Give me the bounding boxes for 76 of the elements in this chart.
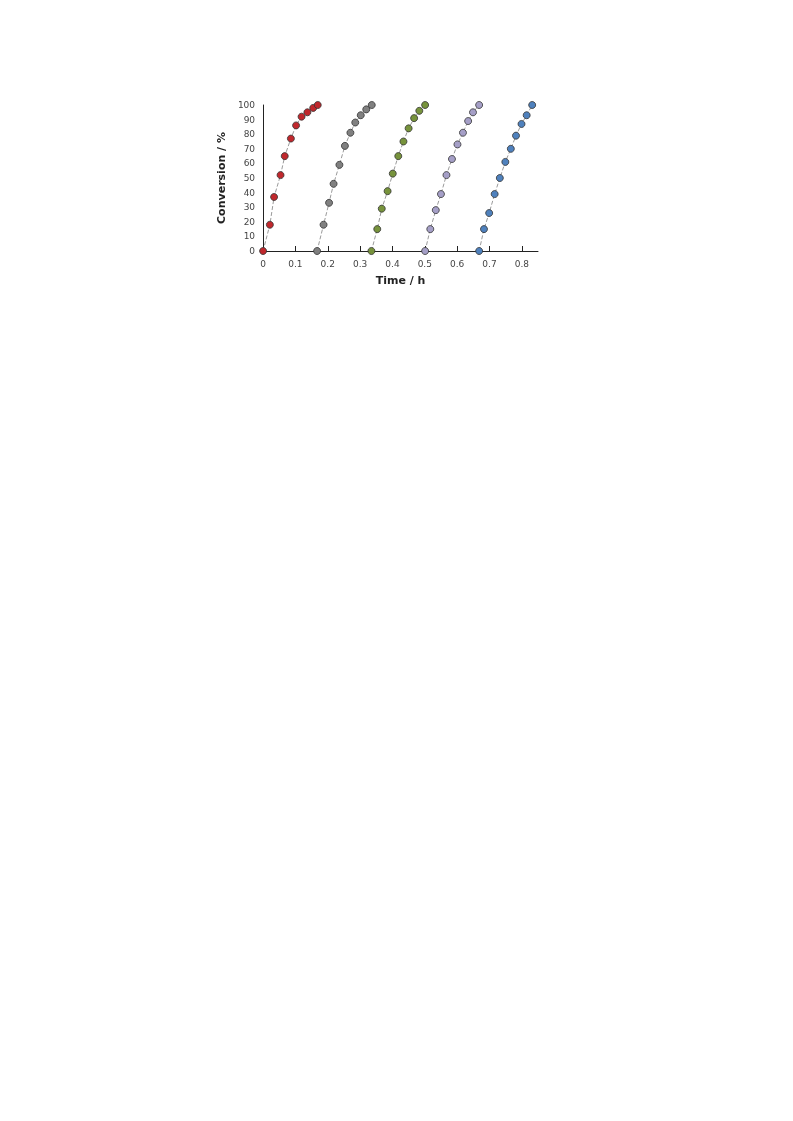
point [346,128,355,137]
x-tick-label: 0 [260,258,267,269]
point [490,190,499,198]
point [399,137,408,146]
point [280,152,289,160]
x-tick-label: 0.2 [320,258,335,269]
y-tick-label: 70 [243,143,256,154]
point [325,198,333,207]
point [469,108,477,117]
point [313,247,321,255]
point [495,174,504,182]
point [522,111,531,120]
point [459,128,467,137]
y-tick-label: 90 [243,114,256,125]
point [367,247,376,255]
x-axis-title: Time / h [375,274,426,287]
point [388,169,397,178]
point [475,247,484,255]
y-tick-label: 20 [243,216,256,227]
point [475,101,484,109]
point [421,247,430,255]
point [329,179,338,188]
point [404,124,413,133]
point [512,131,520,140]
point [442,171,451,179]
point [259,247,267,255]
point [464,117,473,125]
point [383,187,392,196]
point [437,190,445,198]
x-tick-label: 0.7 [482,258,497,269]
point [303,108,312,117]
point [362,105,371,114]
point [485,209,494,217]
point [265,220,274,229]
point [517,120,526,128]
y-axis-title: Conversion / % [215,132,228,224]
point [292,121,300,130]
y-tick-label: 10 [243,231,256,242]
point [297,112,306,121]
point [276,171,285,179]
point [431,206,440,215]
point [351,118,360,127]
x-tick-label: 0.5 [417,258,432,269]
point [426,225,435,233]
point [421,101,430,109]
point [410,114,419,123]
y-tick-label: 100 [237,100,256,110]
x-tick-label: 0.6 [449,258,465,269]
point [448,155,456,163]
x-tick-label: 0.1 [288,258,303,269]
point [367,101,376,109]
point [453,140,462,149]
x-tick-label: 0.4 [385,258,400,269]
point [394,152,403,160]
point [528,101,537,109]
point [415,106,424,115]
point [356,111,365,120]
point [313,101,322,109]
x-tick-label: 0.3 [352,258,368,269]
y-tick-label: 80 [243,129,256,140]
point [319,220,328,229]
y-tick-label: 60 [243,158,256,169]
point [377,204,386,213]
point [373,225,382,233]
point [341,141,349,150]
y-tick-label: 40 [243,187,256,198]
y-tick-label: 50 [243,173,256,183]
point [501,158,510,166]
point [270,193,278,201]
point [480,225,488,233]
point [506,144,515,153]
y-tick-label: 0 [249,246,256,256]
point [335,160,344,169]
y-tick-label: 30 [243,202,256,213]
point [287,134,295,143]
x-tick-label: 0.8 [514,258,530,269]
